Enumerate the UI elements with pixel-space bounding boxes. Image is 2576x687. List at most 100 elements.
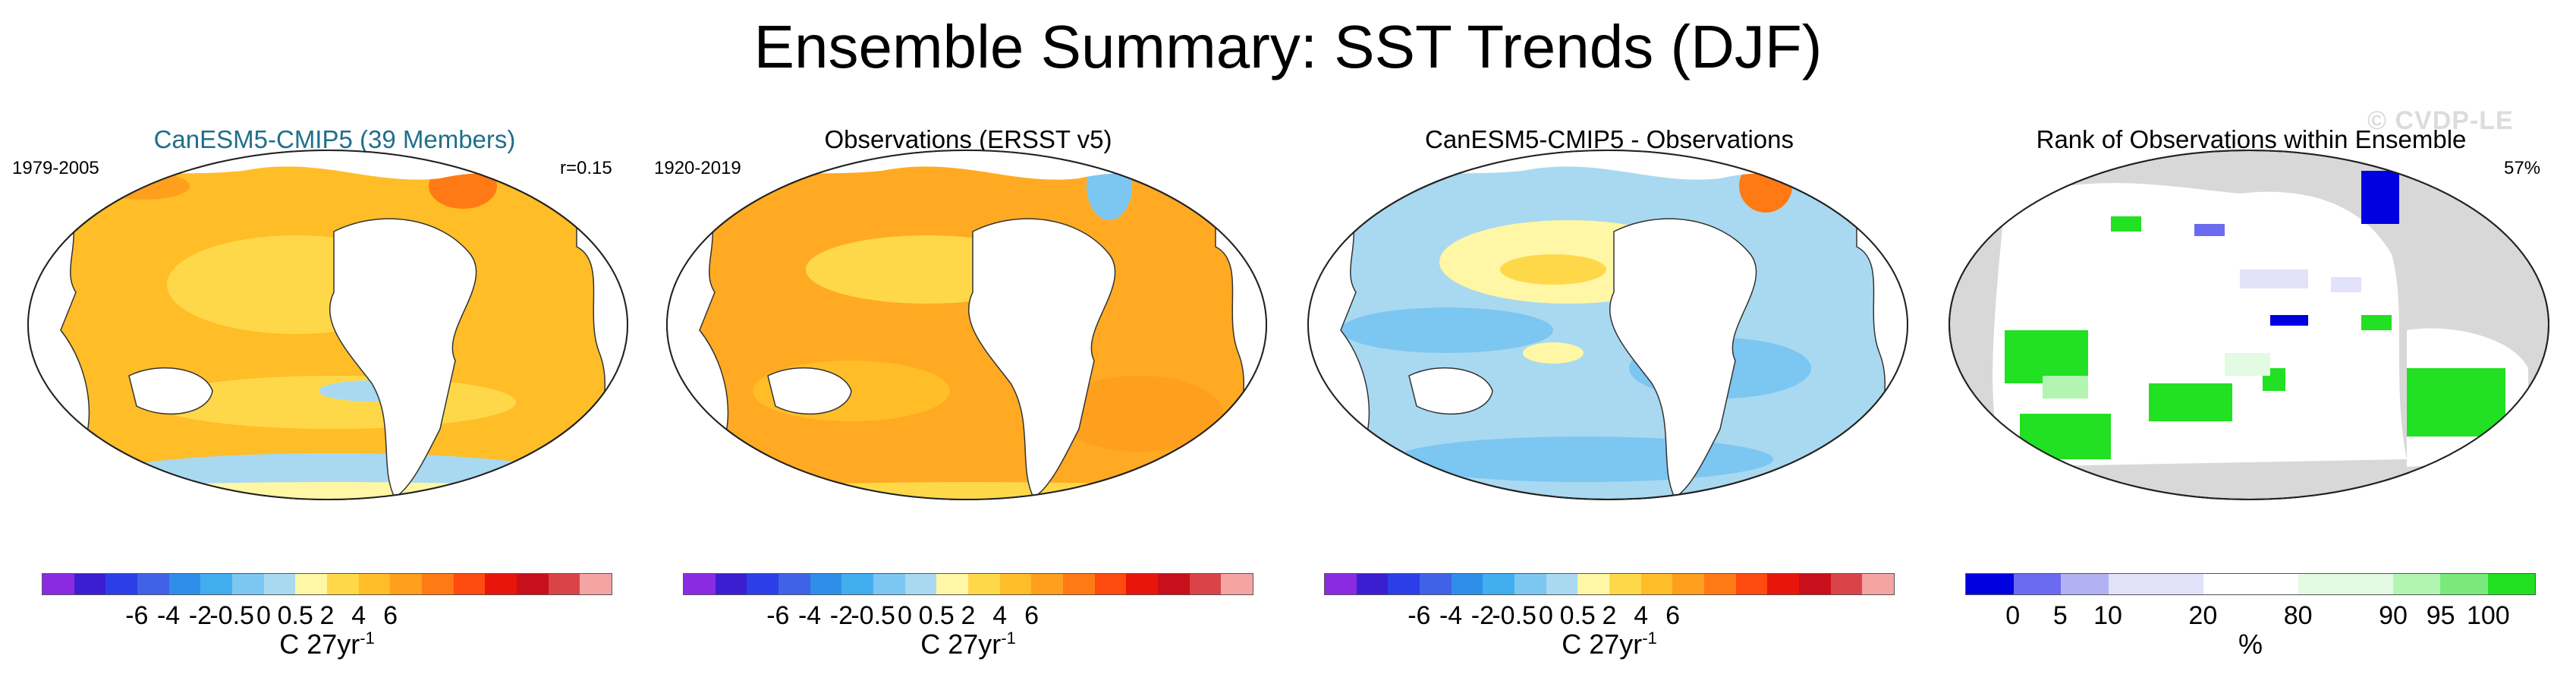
colorbar-4-tick-label: 0 <box>2005 601 2021 630</box>
colorbar-2-segment <box>684 574 716 594</box>
colorbar-2-tick-label: -4 <box>797 601 822 630</box>
colorbar-4-segment <box>2203 574 2250 594</box>
colorbar-3-segment <box>1577 574 1610 594</box>
colorbar-4-tick-label: 5 <box>2052 601 2068 630</box>
colorbar-4-segment <box>2345 574 2393 594</box>
colorbar-3-segment <box>1325 574 1357 594</box>
colorbar-4-tick-label: 10 <box>2093 601 2122 630</box>
colorbar-1-segment <box>422 574 454 594</box>
colorbar-1-tick-label: 4 <box>351 601 366 630</box>
colorbar-3-segment <box>1420 574 1452 594</box>
colorbar-1-tick-label: -6 <box>125 601 149 630</box>
colorbar-4-tick-label: 95 <box>2426 601 2455 630</box>
colorbar-4-units: % <box>2099 629 2402 660</box>
colorbar-1-segment <box>580 574 612 594</box>
colorbar-3-segment <box>1799 574 1831 594</box>
colorbar-3-tick-label: -4 <box>1439 601 1463 630</box>
colorbar-2-segment <box>1221 574 1253 594</box>
panel-1-map <box>27 150 628 500</box>
colorbar-1-segment <box>263 574 296 594</box>
colorbar-2-tick-label: 4 <box>992 601 1008 630</box>
panel-4-title: Rank of Observations within Ensemble <box>2036 125 2467 153</box>
colorbar-2-tick-label: -6 <box>766 601 790 630</box>
colorbar-1-segment <box>74 574 106 594</box>
colorbar-4 <box>1965 573 2536 595</box>
colorbar-2-tick-label: 6 <box>1024 601 1039 630</box>
colorbar-1-tick-label: 6 <box>383 601 398 630</box>
colorbar-3-tick-label: 0 <box>1538 601 1553 630</box>
colorbar-1-tick-label: 0 <box>256 601 271 630</box>
colorbar-1-segment <box>137 574 169 594</box>
colorbar-3-segment <box>1767 574 1800 594</box>
colorbar-2-segment <box>1031 574 1064 594</box>
panel-1-title: CanESM5-CMIP5 (39 Members) <box>153 125 516 153</box>
colorbar-1-segment <box>200 574 233 594</box>
colorbar-3-segment <box>1609 574 1641 594</box>
colorbar-1-tick-label: -2 <box>188 601 212 630</box>
colorbar-2-tick-label: -0.5 <box>851 601 895 630</box>
colorbar-1-segment <box>548 574 580 594</box>
colorbar-3-segment <box>1862 574 1895 594</box>
colorbar-4-segment <box>2487 574 2535 594</box>
colorbar-4-tick-label: 80 <box>2283 601 2313 630</box>
colorbar-2-tick-label: 2 <box>961 601 976 630</box>
colorbar-2-segment <box>841 574 874 594</box>
colorbar-1-segment <box>42 574 74 594</box>
colorbar-4-segment <box>2013 574 2061 594</box>
colorbar-3-tick-label: 0.5 <box>1559 601 1596 630</box>
colorbar-2-segment <box>904 574 937 594</box>
colorbar-1-units-text: C 27yr <box>279 629 360 660</box>
colorbar-3-segment <box>1483 574 1515 594</box>
colorbar-2-segment <box>873 574 905 594</box>
colorbar-2-segment <box>747 574 779 594</box>
colorbar-3-segment <box>1388 574 1420 594</box>
colorbar-2-segment <box>968 574 1000 594</box>
colorbar-2-segment <box>1094 574 1127 594</box>
colorbar-1-tick-label: -0.5 <box>209 601 254 630</box>
colorbar-3-segment <box>1735 574 1768 594</box>
colorbar-2-segment <box>810 574 842 594</box>
colorbar-3-segment <box>1514 574 1546 594</box>
panel-4-percent: 57% <box>2504 158 2541 178</box>
panel-4-map <box>1949 150 2549 500</box>
colorbar-1-tick-label: 2 <box>319 601 335 630</box>
colorbar-2-units-text: C 27yr <box>920 629 1002 660</box>
colorbar-3 <box>1324 573 1895 595</box>
panel-2-map <box>666 150 1267 500</box>
colorbar-4-segment <box>2061 574 2109 594</box>
colorbar-2-segment <box>999 574 1032 594</box>
colorbar-2-segment <box>936 574 969 594</box>
colorbar-4-segment <box>2250 574 2298 594</box>
colorbar-4-tick-label: 20 <box>2188 601 2218 630</box>
panel-1-correlation: r=0.15 <box>560 158 612 178</box>
page-title: Ensemble Summary: SST Trends (DJF) <box>753 13 1823 80</box>
colorbar-2-segment <box>1158 574 1190 594</box>
colorbar-3-tick-label: -0.5 <box>1492 601 1536 630</box>
colorbar-3-tick-label: 4 <box>1634 601 1649 630</box>
colorbar-4-segment <box>2440 574 2488 594</box>
colorbar-4-segment <box>2108 574 2156 594</box>
colorbar-1 <box>42 573 612 595</box>
colorbar-3-tick-label: -2 <box>1470 601 1494 630</box>
panel-1-period: 1979-2005 <box>12 158 99 178</box>
colorbar-1-segment <box>485 574 517 594</box>
colorbar-2-units: C 27yr-1 <box>816 629 1120 660</box>
colorbar-1-tick-label: 0.5 <box>277 601 313 630</box>
colorbar-2-segment <box>1126 574 1159 594</box>
colorbar-3-tick-label: -6 <box>1408 601 1431 630</box>
colorbar-2-tick-label: -2 <box>829 601 853 630</box>
colorbar-4-tick-label: 100 <box>2466 601 2510 630</box>
panel-3-title: CanESM5-CMIP5 - Observations <box>1425 125 1794 153</box>
colorbar-3-segment <box>1704 574 1736 594</box>
colorbar-4-segment <box>2298 574 2345 594</box>
panel-3-map <box>1307 150 1908 500</box>
colorbar-3-segment <box>1451 574 1483 594</box>
colorbar-3-segment <box>1356 574 1389 594</box>
panel-2-period: 1920-2019 <box>654 158 741 178</box>
colorbar-3-segment <box>1830 574 1863 594</box>
panel-2-title: Observations (ERSST v5) <box>824 125 1112 153</box>
colorbar-2-tick-label: 0.5 <box>918 601 955 630</box>
colorbar-1-segment <box>390 574 423 594</box>
watermark: © CVDP-LE <box>2367 106 2514 135</box>
colorbar-3-tick-label: 6 <box>1665 601 1680 630</box>
